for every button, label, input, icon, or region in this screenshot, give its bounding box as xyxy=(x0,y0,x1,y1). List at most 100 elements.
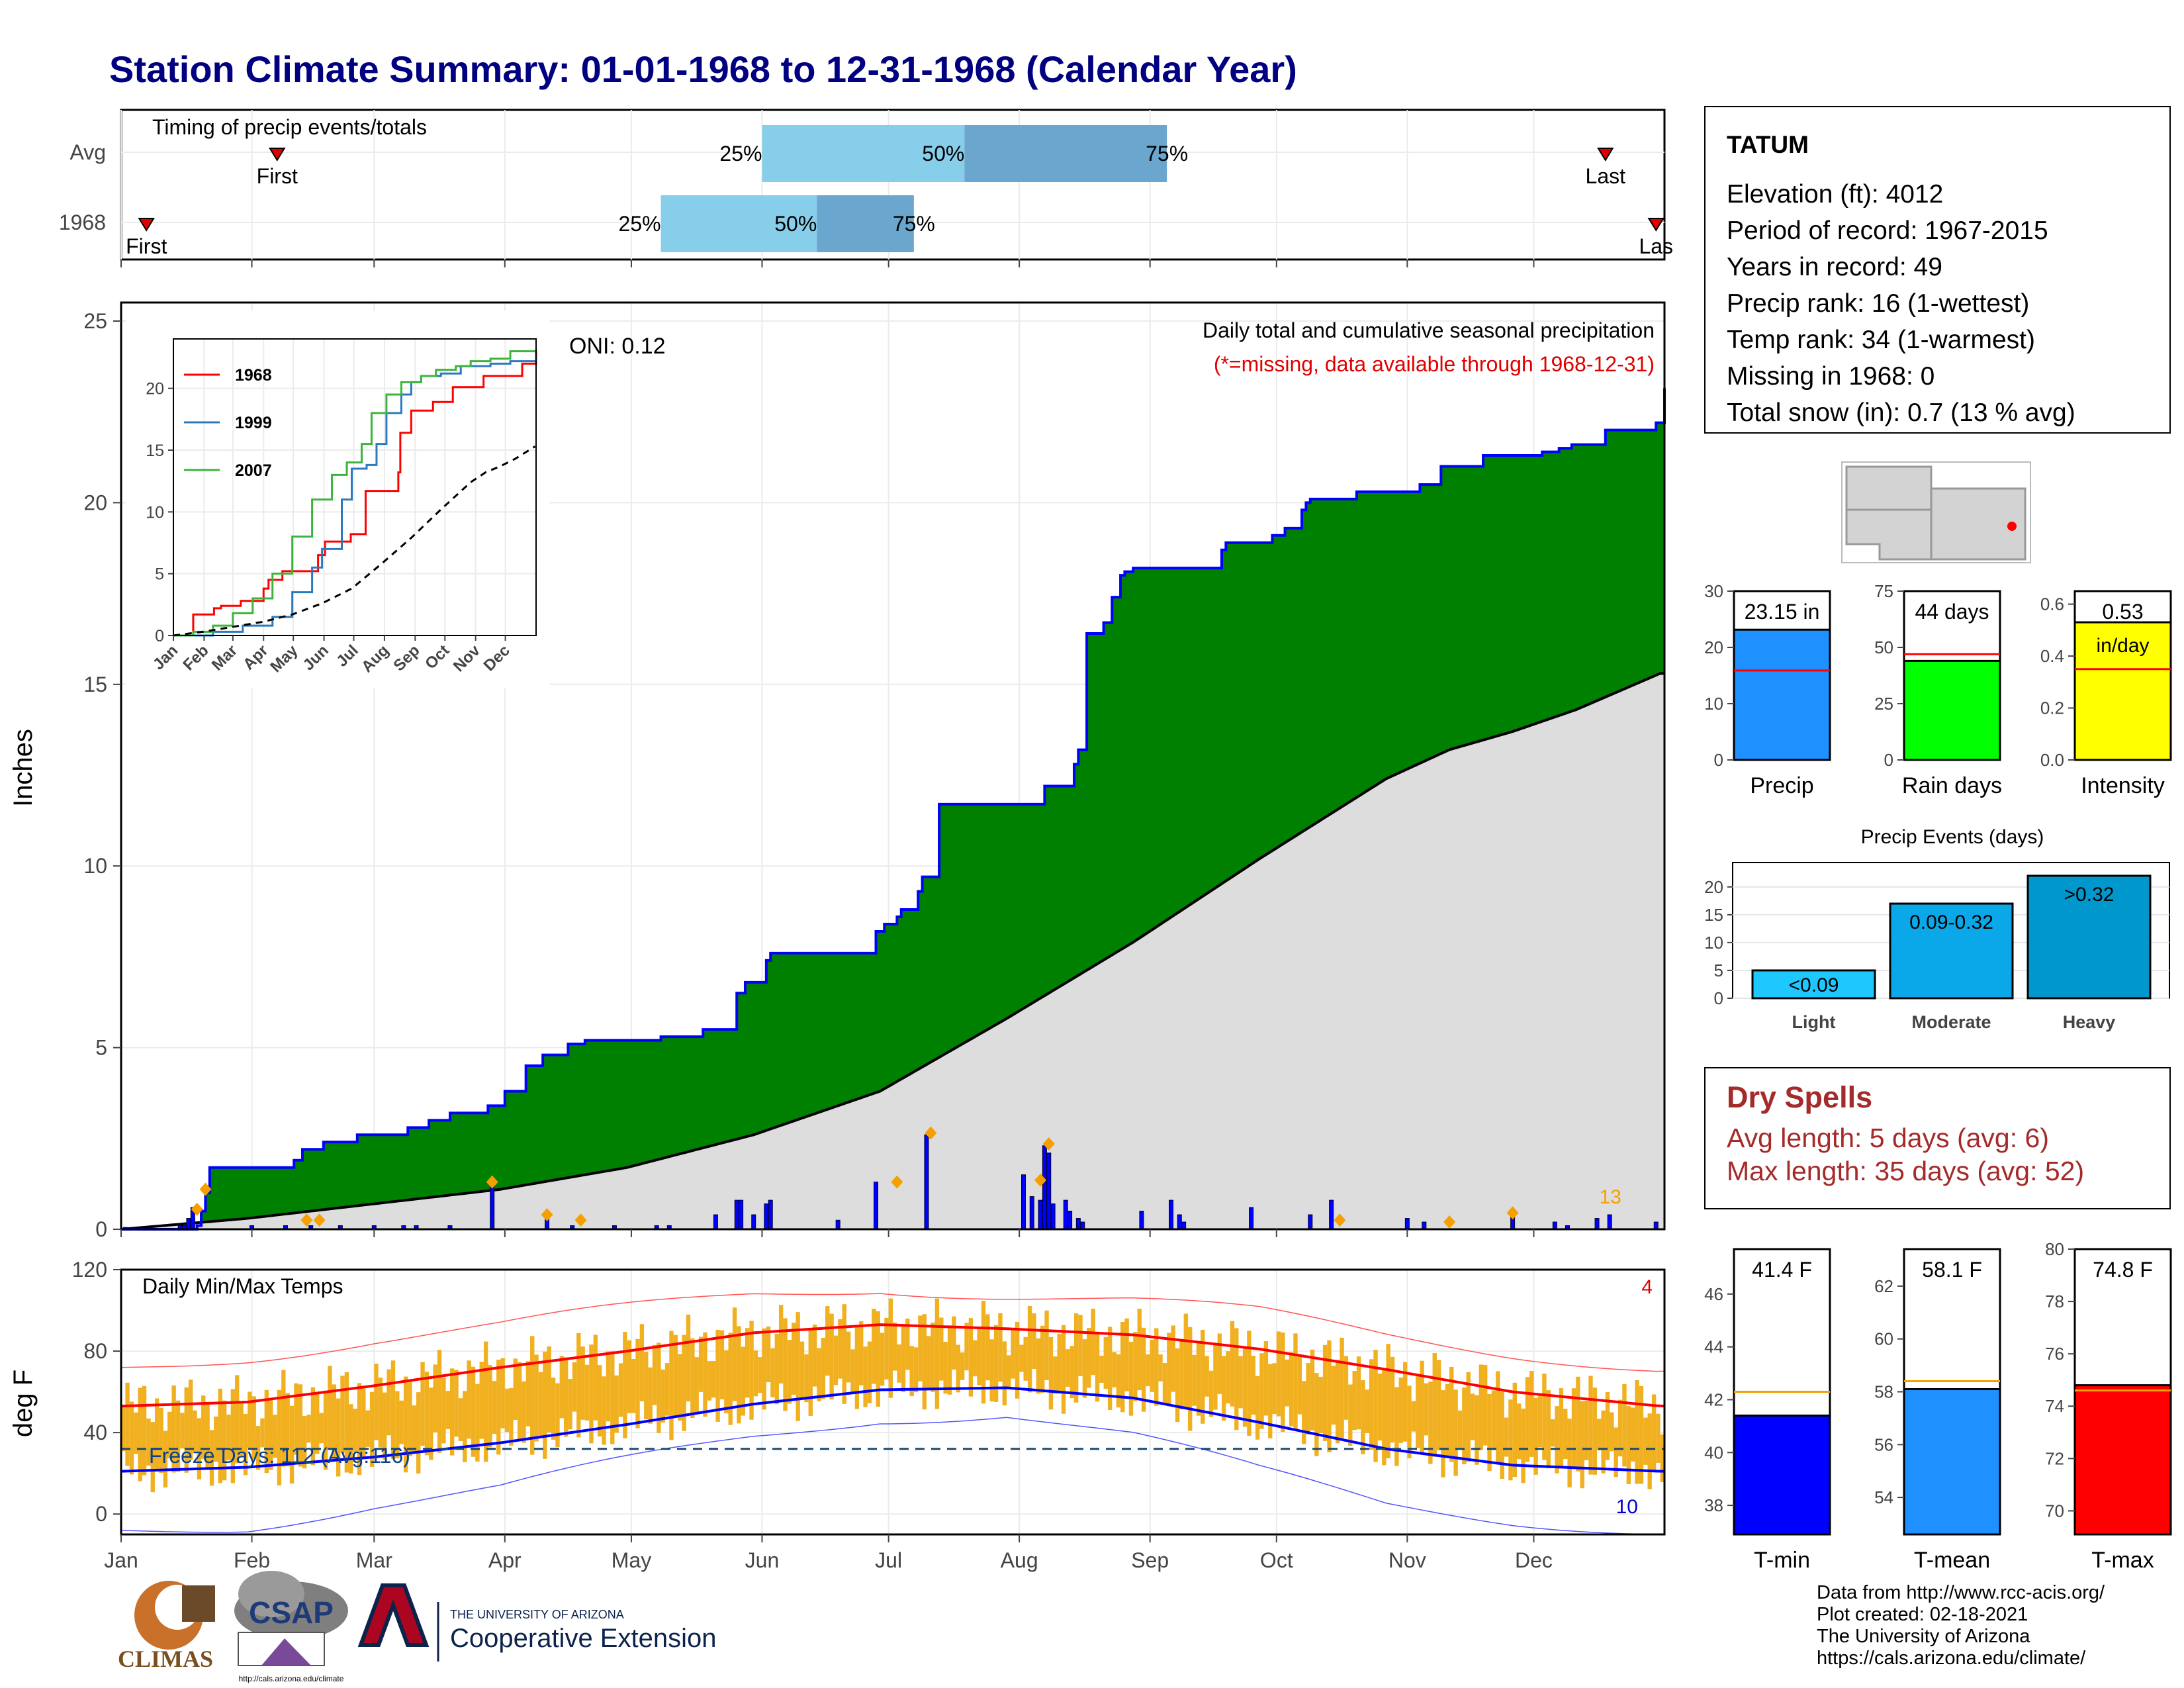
first-event-label: First xyxy=(257,164,298,188)
daily-precip-bar xyxy=(739,1199,744,1230)
daily-precip-bar xyxy=(1552,1221,1557,1230)
daily-temp-bar xyxy=(1302,1381,1306,1444)
daily-temp-bar xyxy=(264,1389,269,1474)
daily-precip-bar xyxy=(1068,1211,1073,1230)
daily-temp-bar xyxy=(226,1414,231,1460)
temp-xtick-label: Apr xyxy=(488,1548,522,1572)
daily-temp-bar xyxy=(1133,1332,1138,1401)
daily-temp-bar xyxy=(846,1331,851,1383)
timing-row-1968: 1968 xyxy=(59,211,106,234)
precip-chart: 0 5 10 15 20 25 Daily total and cumulative se… xyxy=(9,301,1666,1241)
daily-temp-bar xyxy=(429,1387,433,1460)
daily-temp-bar xyxy=(694,1357,699,1413)
daily-temp-bar xyxy=(559,1356,565,1419)
daily-temp-bar xyxy=(884,1317,889,1380)
daily-temp-bar xyxy=(336,1398,341,1477)
daily-temp-bar xyxy=(340,1376,345,1453)
daily-temp-bar xyxy=(888,1298,893,1398)
inset-average-line xyxy=(173,445,536,637)
daily-temp-bar xyxy=(251,1396,256,1460)
precip-event-marker xyxy=(1034,1173,1047,1187)
daily-temp-bar xyxy=(1310,1349,1315,1430)
mini-panel-ytick-label: 60 xyxy=(1874,1329,1893,1349)
daily-temp-bar xyxy=(437,1350,442,1453)
daily-temp-bar xyxy=(1631,1407,1635,1462)
daily-temp-bar xyxy=(1432,1352,1437,1457)
events-ytick-label: 20 xyxy=(1704,877,1723,897)
daily-temp-bar xyxy=(1137,1309,1142,1391)
daily-temp-bar xyxy=(1188,1327,1193,1431)
daily-temp-bar xyxy=(1073,1313,1079,1403)
daily-temp-bar xyxy=(273,1415,277,1458)
daily-temp-bar xyxy=(880,1333,885,1386)
daily-temp-bar xyxy=(1247,1331,1251,1436)
daily-temp-bar xyxy=(1622,1383,1627,1467)
daily-temp-bar xyxy=(281,1370,286,1467)
precip-y-axis: 0 5 10 15 20 25 xyxy=(83,309,1535,1241)
daily-temp-bar xyxy=(867,1341,872,1403)
daily-precip-bar xyxy=(874,1182,879,1230)
daily-temp-bar xyxy=(214,1416,218,1462)
timing-label: Timing of precip events/totals xyxy=(152,115,427,139)
events-ytick-label: 15 xyxy=(1704,905,1723,925)
daily-temp-bar xyxy=(1285,1359,1289,1407)
daily-temp-bar xyxy=(678,1354,682,1421)
daily-temp-bar xyxy=(159,1407,163,1474)
events-category-label: Light xyxy=(1792,1012,1836,1032)
daily-temp-bar xyxy=(1377,1373,1383,1441)
daily-temp-bar xyxy=(1023,1336,1028,1381)
daily-temp-bar xyxy=(580,1346,585,1420)
daily-temp-bar xyxy=(602,1376,606,1445)
daily-temp-bar xyxy=(328,1366,332,1450)
temp-ytick-label: 40 xyxy=(83,1421,107,1444)
daily-temp-bar xyxy=(1483,1364,1488,1446)
daily-temp-bar xyxy=(745,1328,750,1398)
daily-temp-bar xyxy=(711,1361,716,1398)
daily-temp-bar xyxy=(644,1352,649,1420)
daily-temp-bar xyxy=(1259,1353,1264,1429)
daily-temp-bar xyxy=(796,1312,800,1421)
daily-temp-bar xyxy=(593,1335,598,1421)
daily-temp-bar xyxy=(1386,1344,1390,1458)
precip-event-marker xyxy=(574,1213,587,1227)
daily-temp-bar xyxy=(248,1391,252,1448)
csap-logo-text: CSAP xyxy=(249,1595,334,1630)
daily-temp-bar xyxy=(1398,1378,1403,1443)
daily-temp-bar xyxy=(1141,1327,1146,1412)
daily-temp-bar xyxy=(1470,1393,1475,1440)
daily-temp-bar xyxy=(758,1357,762,1393)
daily-temp-bar xyxy=(1343,1356,1349,1420)
daily-temp-bar xyxy=(1639,1385,1644,1484)
events-category-label: Moderate xyxy=(1911,1012,1991,1032)
csap-url: http://cals.arizona.edu/climate xyxy=(239,1674,344,1683)
daily-temp-bar xyxy=(1601,1410,1606,1474)
daily-temp-bar xyxy=(504,1388,510,1432)
daily-temp-bar xyxy=(475,1383,480,1462)
temp-frame xyxy=(120,1268,1666,1536)
daily-temp-bar xyxy=(1402,1362,1408,1442)
mini-panel-ytick-label: 70 xyxy=(2045,1501,2064,1521)
daily-temp-bar xyxy=(1082,1339,1087,1398)
daily-temp-bar xyxy=(129,1401,134,1475)
daily-temp-bar xyxy=(1192,1354,1197,1406)
mini-panel-ytick-label: 72 xyxy=(2045,1448,2064,1468)
daily-temp-bar xyxy=(1512,1382,1517,1477)
daily-precip-bar xyxy=(1050,1203,1056,1230)
daily-temp-bar xyxy=(1327,1340,1332,1452)
quantile-50-label: 50% xyxy=(774,212,817,236)
daily-precip-bar xyxy=(1075,1218,1081,1230)
daily-temp-bar xyxy=(635,1338,640,1429)
temp-ytick-label: 80 xyxy=(83,1339,107,1363)
normal-tmin-line xyxy=(120,1386,1665,1473)
mini-panel-value: 23.15 in xyxy=(1745,600,1820,624)
daily-temp-bar xyxy=(1356,1356,1361,1430)
daily-temp-bar xyxy=(652,1344,657,1405)
daily-temp-bar xyxy=(239,1403,244,1456)
precip-event-marker xyxy=(1443,1215,1456,1229)
last-event-label: Las xyxy=(1639,234,1673,258)
precip-ylabel: Inches xyxy=(9,729,38,807)
mini-panel-ytick-label: 0 xyxy=(1714,750,1723,770)
daily-temp-bar xyxy=(576,1333,581,1438)
daily-temp-bar xyxy=(1466,1372,1471,1462)
daily-temp-bar xyxy=(1411,1401,1416,1432)
